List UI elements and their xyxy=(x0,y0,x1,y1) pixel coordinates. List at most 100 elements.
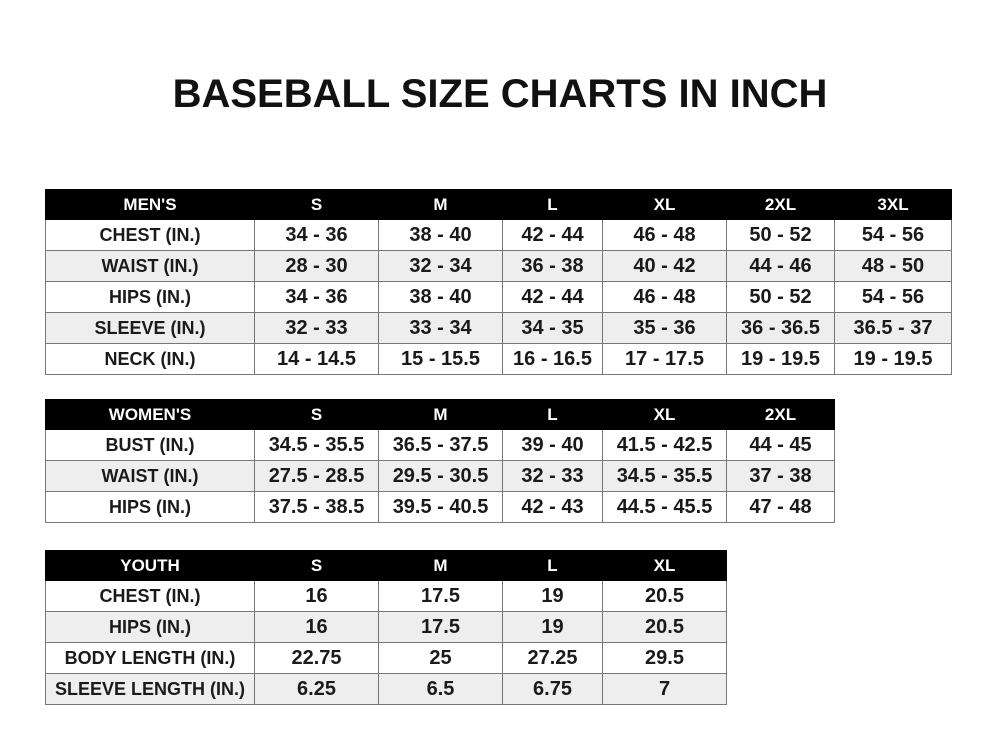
womens-size-table: WOMEN'S S M L XL 2XL BUST (IN.) 34.5 - 35.5 36.5… xyxy=(45,399,835,523)
size-value-cell: 48 - 50 xyxy=(834,250,952,282)
size-value-cell: 27.25 xyxy=(502,642,603,674)
measurement-label: WAIST (IN.) xyxy=(45,250,255,282)
size-value-cell: 28 - 30 xyxy=(254,250,379,282)
size-value-cell: 34 - 35 xyxy=(502,312,603,344)
size-header: 2XL xyxy=(726,189,835,220)
size-header: L xyxy=(502,399,603,430)
size-value-cell: 41.5 - 42.5 xyxy=(602,429,727,461)
size-header: M xyxy=(378,189,503,220)
table-row: HIPS (IN.) 16 17.5 19 20.5 xyxy=(45,611,727,643)
size-value-cell: 38 - 40 xyxy=(378,281,503,313)
size-value-cell: 36 - 36.5 xyxy=(726,312,835,344)
size-value-cell: 38 - 40 xyxy=(378,219,503,251)
size-value-cell: 46 - 48 xyxy=(602,281,727,313)
measurement-label: BODY LENGTH (IN.) xyxy=(45,642,255,674)
table-row: WAIST (IN.) 28 - 30 32 - 34 36 - 38 40 - 42 4… xyxy=(45,250,952,282)
size-header: L xyxy=(502,550,603,581)
size-value-cell: 16 xyxy=(254,580,379,612)
size-value-cell: 27.5 - 28.5 xyxy=(254,460,379,492)
size-header: L xyxy=(502,189,603,220)
size-header: S xyxy=(254,189,379,220)
measurement-label: HIPS (IN.) xyxy=(45,491,255,523)
size-value-cell: 19 - 19.5 xyxy=(726,343,835,375)
measurement-label: NECK (IN.) xyxy=(45,343,255,375)
size-value-cell: 6.5 xyxy=(378,673,503,705)
table-row: BUST (IN.) 34.5 - 35.5 36.5 - 37.5 39 - 40 4… xyxy=(45,429,835,461)
size-value-cell: 42 - 44 xyxy=(502,281,603,313)
size-value-cell: 54 - 56 xyxy=(834,281,952,313)
size-header: XL xyxy=(602,189,727,220)
size-value-cell: 15 - 15.5 xyxy=(378,343,503,375)
table-row: SLEEVE (IN.) 32 - 33 33 - 34 34 - 35 35 - 36… xyxy=(45,312,952,344)
measurement-label: CHEST (IN.) xyxy=(45,219,255,251)
size-value-cell: 34 - 36 xyxy=(254,281,379,313)
table-row: NECK (IN.) 14 - 14.5 15 - 15.5 16 - 16.5 17 … xyxy=(45,343,952,375)
header-row: WOMEN'S S M L XL 2XL xyxy=(45,399,835,430)
size-value-cell: 6.25 xyxy=(254,673,379,705)
size-value-cell: 35 - 36 xyxy=(602,312,727,344)
measurement-label: HIPS (IN.) xyxy=(45,611,255,643)
size-value-cell: 32 - 34 xyxy=(378,250,503,282)
size-value-cell: 50 - 52 xyxy=(726,281,835,313)
size-header: 2XL xyxy=(726,399,835,430)
size-value-cell: 33 - 34 xyxy=(378,312,503,344)
measurement-label: CHEST (IN.) xyxy=(45,580,255,612)
header-row: MEN'S S M L XL 2XL 3XL xyxy=(45,189,952,220)
size-value-cell: 22.75 xyxy=(254,642,379,674)
size-value-cell: 42 - 43 xyxy=(502,491,603,523)
size-value-cell: 46 - 48 xyxy=(602,219,727,251)
size-value-cell: 16 xyxy=(254,611,379,643)
size-value-cell: 37.5 - 38.5 xyxy=(254,491,379,523)
size-header: S xyxy=(254,550,379,581)
size-value-cell: 44 - 46 xyxy=(726,250,835,282)
table-row: HIPS (IN.) 37.5 - 38.5 39.5 - 40.5 42 - 43 4… xyxy=(45,491,835,523)
size-value-cell: 19 xyxy=(502,611,603,643)
size-value-cell: 36.5 - 37.5 xyxy=(378,429,503,461)
size-value-cell: 17.5 xyxy=(378,580,503,612)
size-value-cell: 36 - 38 xyxy=(502,250,603,282)
size-value-cell: 47 - 48 xyxy=(726,491,835,523)
size-value-cell: 39 - 40 xyxy=(502,429,603,461)
size-value-cell: 29.5 xyxy=(602,642,727,674)
youth-size-table: YOUTH S M L XL CHEST (IN.) 16 17.5 19 20.5 HIPS (I… xyxy=(45,550,727,705)
size-value-cell: 54 - 56 xyxy=(834,219,952,251)
size-header: S xyxy=(254,399,379,430)
size-header: M xyxy=(378,399,503,430)
size-value-cell: 44 - 45 xyxy=(726,429,835,461)
size-value-cell: 42 - 44 xyxy=(502,219,603,251)
size-value-cell: 29.5 - 30.5 xyxy=(378,460,503,492)
table-row: CHEST (IN.) 16 17.5 19 20.5 xyxy=(45,580,727,612)
table-row: HIPS (IN.) 34 - 36 38 - 40 42 - 44 46 - 48 50… xyxy=(45,281,952,313)
size-header: XL xyxy=(602,399,727,430)
size-value-cell: 20.5 xyxy=(602,611,727,643)
size-value-cell: 25 xyxy=(378,642,503,674)
measurement-label: BUST (IN.) xyxy=(45,429,255,461)
size-value-cell: 20.5 xyxy=(602,580,727,612)
size-value-cell: 32 - 33 xyxy=(502,460,603,492)
page-title: BASEBALL SIZE CHARTS IN INCH xyxy=(172,72,828,116)
size-value-cell: 17.5 xyxy=(378,611,503,643)
size-value-cell: 6.75 xyxy=(502,673,603,705)
size-value-cell: 7 xyxy=(602,673,727,705)
measurement-label: WAIST (IN.) xyxy=(45,460,255,492)
table-category-header: YOUTH xyxy=(45,550,255,581)
table-row: SLEEVE LENGTH (IN.) 6.25 6.5 6.75 7 xyxy=(45,673,727,705)
table-row: BODY LENGTH (IN.) 22.75 25 27.25 29.5 xyxy=(45,642,727,674)
size-value-cell: 39.5 - 40.5 xyxy=(378,491,503,523)
size-value-cell: 44.5 - 45.5 xyxy=(602,491,727,523)
size-value-cell: 36.5 - 37 xyxy=(834,312,952,344)
size-value-cell: 34.5 - 35.5 xyxy=(602,460,727,492)
size-value-cell: 40 - 42 xyxy=(602,250,727,282)
table-category-header: WOMEN'S xyxy=(45,399,255,430)
size-value-cell: 34.5 - 35.5 xyxy=(254,429,379,461)
header-row: YOUTH S M L XL xyxy=(45,550,727,581)
size-value-cell: 32 - 33 xyxy=(254,312,379,344)
size-value-cell: 17 - 17.5 xyxy=(602,343,727,375)
size-header: XL xyxy=(602,550,727,581)
measurement-label: SLEEVE LENGTH (IN.) xyxy=(45,673,255,705)
table-row: CHEST (IN.) 34 - 36 38 - 40 42 - 44 46 - 48 5… xyxy=(45,219,952,251)
size-value-cell: 37 - 38 xyxy=(726,460,835,492)
size-header: 3XL xyxy=(834,189,952,220)
size-value-cell: 50 - 52 xyxy=(726,219,835,251)
size-value-cell: 16 - 16.5 xyxy=(502,343,603,375)
